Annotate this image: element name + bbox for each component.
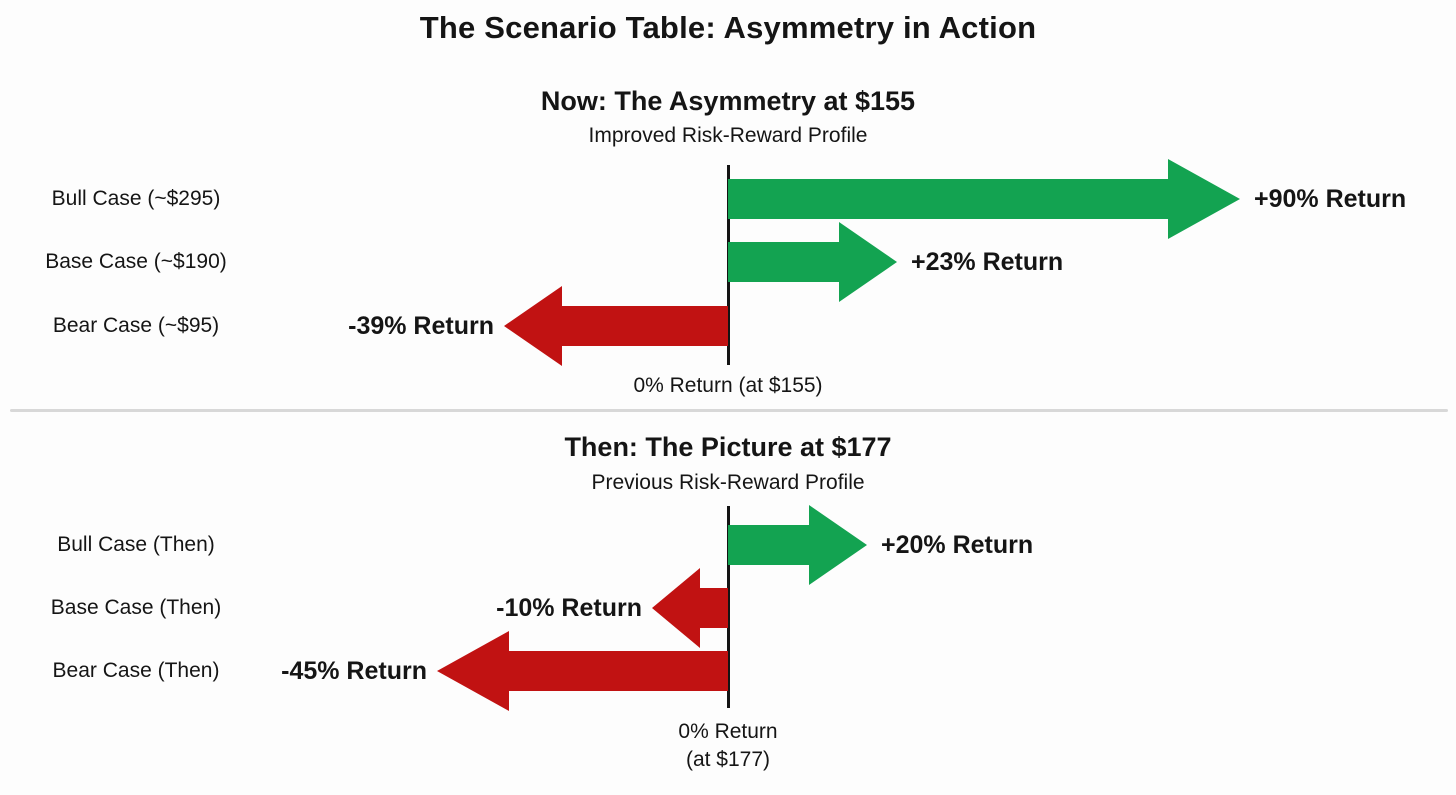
category-label: Bear Case (~$95) bbox=[52, 314, 220, 337]
positive-return-arrow bbox=[728, 222, 897, 302]
category-label: Base Case (~$190) bbox=[45, 250, 227, 273]
value-label: +23% Return bbox=[911, 248, 1064, 276]
value-label: -39% Return bbox=[348, 312, 494, 340]
baseline-label-line: 0% Return bbox=[678, 720, 778, 743]
panel-divider bbox=[10, 409, 1448, 412]
panel-then-subtitle: Previous Risk-Reward Profile bbox=[591, 471, 865, 494]
category-label: Base Case (Then) bbox=[50, 596, 222, 619]
category-label: Bull Case (Then) bbox=[57, 533, 215, 556]
baseline-label-now: 0% Return (at $155) bbox=[528, 372, 928, 400]
positive-return-arrow bbox=[728, 159, 1240, 239]
negative-return-arrow bbox=[437, 631, 728, 711]
value-label: +90% Return bbox=[1254, 185, 1407, 213]
page-title: The Scenario Table: Asymmetry in Action bbox=[419, 10, 1037, 45]
negative-return-arrow bbox=[652, 568, 728, 648]
category-label: Bull Case (~$295) bbox=[51, 187, 221, 210]
value-label: -45% Return bbox=[281, 657, 427, 685]
panel-then-title: Then: The Picture at $177 bbox=[564, 432, 892, 462]
positive-return-arrow bbox=[728, 505, 867, 585]
panel-now-title: Now: The Asymmetry at $155 bbox=[540, 86, 916, 116]
category-label: Bear Case (Then) bbox=[52, 659, 220, 682]
panel-now-subtitle: Improved Risk-Reward Profile bbox=[588, 124, 868, 147]
baseline-label-line: 0% Return (at $155) bbox=[633, 374, 823, 397]
baseline-label-then: 0% Return (at $177) bbox=[528, 718, 928, 774]
zero-axis-line bbox=[727, 506, 730, 708]
value-label: -10% Return bbox=[496, 594, 642, 622]
value-label: +20% Return bbox=[881, 531, 1034, 559]
negative-return-arrow bbox=[504, 286, 728, 366]
baseline-label-line: (at $177) bbox=[685, 748, 771, 771]
